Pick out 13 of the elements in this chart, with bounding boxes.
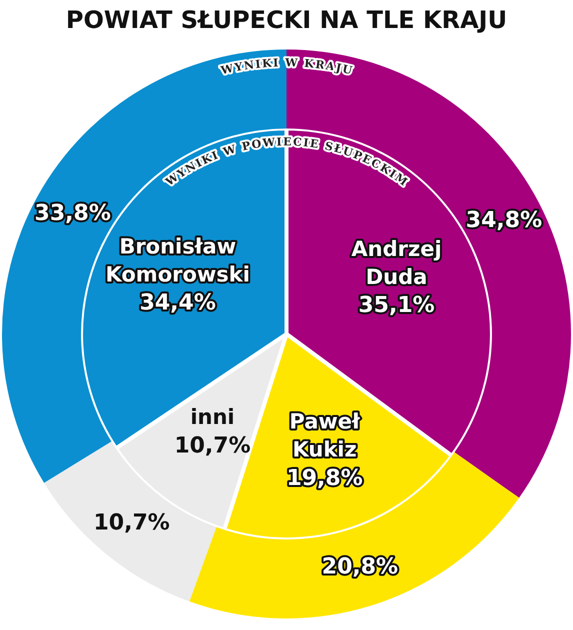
data-label: 34,8% [466, 208, 542, 233]
data-label: 35,1% [358, 293, 435, 318]
data-label: 33,8% [34, 201, 111, 226]
slice-label: Andrzej Duda [351, 236, 442, 289]
slice-label: inni [190, 405, 235, 430]
data-label: 10,7% [174, 433, 251, 458]
chart-title: POWIAT SŁUPECKI NA TLE KRAJU [64, 5, 508, 36]
data-label: 34,4% [140, 290, 216, 316]
data-label: 10,7% [93, 510, 170, 536]
slice-label: Paweł Kukiz [289, 410, 362, 462]
data-label: 20,8% [322, 554, 398, 580]
slice-label: Bronisław Komorowski [105, 234, 250, 286]
data-label: 19,8% [286, 466, 363, 491]
